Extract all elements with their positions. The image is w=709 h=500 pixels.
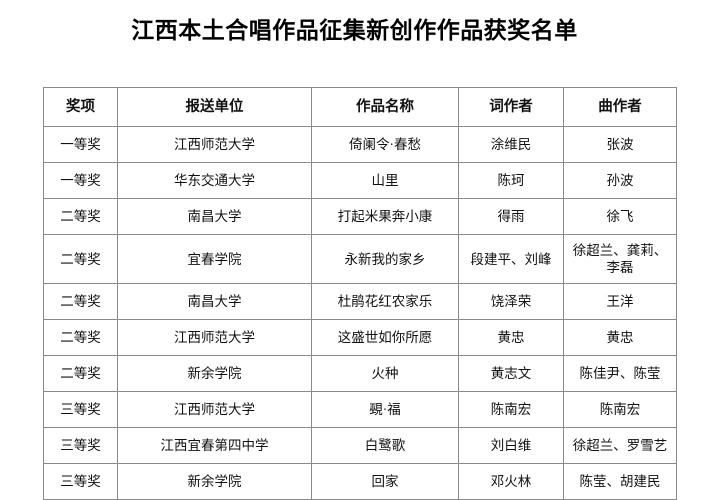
column-header-award: 奖项 — [43, 87, 118, 127]
table-row: 二等奖 江西师范大学 这盛世如你所愿 黄忠 黄忠 — [43, 319, 677, 356]
cell-lyrics: 黄忠 — [458, 319, 564, 356]
cell-work: 倚阑令·春愁 — [311, 126, 459, 163]
cell-unit: 江西师范大学 — [117, 126, 312, 163]
table-body: 一等奖 江西师范大学 倚阑令·春愁 涂维民 张波 一等奖 华东交通大学 山里 陈… — [43, 126, 677, 500]
table-row: 三等奖 新余学院 回家 邓火林 陈莹、胡建民 — [43, 463, 677, 500]
cell-award: 三等奖 — [43, 427, 118, 464]
cell-work: 这盛世如你所愿 — [311, 319, 459, 356]
cell-music: 张波 — [563, 126, 677, 163]
cell-music: 陈佳尹、陈莹 — [563, 355, 677, 392]
table-row: 三等奖 江西宜春第四中学 白鹭歌 刘白维 徐超兰、罗雪艺 — [43, 427, 677, 464]
cell-award: 二等奖 — [43, 319, 118, 356]
cell-work: 覡·福 — [311, 391, 459, 428]
cell-music: 孙波 — [563, 162, 677, 199]
document-page: 江西本土合唱作品征集新创作作品获奖名单 奖项 报送单位 作品名称 词作者 曲作者 — [43, 18, 677, 500]
cell-work: 永新我的家乡 — [311, 234, 459, 284]
cell-work: 回家 — [311, 463, 459, 500]
cell-award: 二等奖 — [43, 198, 118, 235]
table-row: 一等奖 江西师范大学 倚阑令·春愁 涂维民 张波 — [43, 126, 677, 163]
cell-unit: 南昌大学 — [117, 198, 312, 235]
table-row: 二等奖 南昌大学 打起米果奔小康 得雨 徐飞 — [43, 198, 677, 235]
cell-lyrics: 得雨 — [458, 198, 564, 235]
cell-unit: 南昌大学 — [117, 283, 312, 320]
cell-unit: 宜春学院 — [117, 234, 312, 284]
cell-work: 打起米果奔小康 — [311, 198, 459, 235]
cell-work: 山里 — [311, 162, 459, 199]
cell-lyrics: 饶泽荣 — [458, 283, 564, 320]
cell-unit: 华东交通大学 — [117, 162, 312, 199]
cell-award: 一等奖 — [43, 126, 118, 163]
cell-award: 三等奖 — [43, 463, 118, 500]
cell-work: 火种 — [311, 355, 459, 392]
cell-unit: 江西师范大学 — [117, 391, 312, 428]
cell-unit: 江西师范大学 — [117, 319, 312, 356]
cell-unit: 新余学院 — [117, 463, 312, 500]
table-row: 二等奖 宜春学院 永新我的家乡 段建平、刘峰 徐超兰、龚莉、李磊 — [43, 234, 677, 284]
cell-lyrics: 陈南宏 — [458, 391, 564, 428]
column-header-music: 曲作者 — [563, 87, 677, 127]
column-header-lyrics: 词作者 — [458, 87, 564, 127]
column-header-work: 作品名称 — [311, 87, 459, 127]
table-row: 二等奖 新余学院 火种 黄志文 陈佳尹、陈莹 — [43, 355, 677, 392]
cell-music: 徐超兰、罗雪艺 — [563, 427, 677, 464]
cell-music: 陈南宏 — [563, 391, 677, 428]
cell-lyrics: 黄志文 — [458, 355, 564, 392]
cell-award: 二等奖 — [43, 234, 118, 284]
cell-unit: 江西宜春第四中学 — [117, 427, 312, 464]
page-title: 江西本土合唱作品征集新创作作品获奖名单 — [131, 18, 578, 43]
cell-unit: 新余学院 — [117, 355, 312, 392]
cell-music: 陈莹、胡建民 — [563, 463, 677, 500]
table-row: 三等奖 江西师范大学 覡·福 陈南宏 陈南宏 — [43, 391, 677, 428]
award-table: 奖项 报送单位 作品名称 词作者 曲作者 一等奖 江西师范大学 倚阑令·春愁 涂… — [43, 87, 677, 500]
cell-music: 黄忠 — [563, 319, 677, 356]
cell-work: 白鹭歌 — [311, 427, 459, 464]
table-header: 奖项 报送单位 作品名称 词作者 曲作者 — [43, 87, 677, 127]
cell-lyrics: 陈珂 — [458, 162, 564, 199]
table-row: 二等奖 南昌大学 杜鹃花红农家乐 饶泽荣 王洋 — [43, 283, 677, 320]
cell-award: 一等奖 — [43, 162, 118, 199]
cell-lyrics: 邓火林 — [458, 463, 564, 500]
award-table-container: 奖项 报送单位 作品名称 词作者 曲作者 一等奖 江西师范大学 倚阑令·春愁 涂… — [43, 87, 677, 500]
cell-lyrics: 段建平、刘峰 — [458, 234, 564, 284]
cell-award: 二等奖 — [43, 355, 118, 392]
cell-lyrics: 刘白维 — [458, 427, 564, 464]
column-header-unit: 报送单位 — [117, 87, 312, 127]
cell-lyrics: 涂维民 — [458, 126, 564, 163]
cell-award: 二等奖 — [43, 283, 118, 320]
cell-award: 三等奖 — [43, 391, 118, 428]
cell-work: 杜鹃花红农家乐 — [311, 283, 459, 320]
table-header-row: 奖项 报送单位 作品名称 词作者 曲作者 — [43, 87, 677, 127]
cell-music: 徐飞 — [563, 198, 677, 235]
cell-music: 王洋 — [563, 283, 677, 320]
table-row: 一等奖 华东交通大学 山里 陈珂 孙波 — [43, 162, 677, 199]
cell-music: 徐超兰、龚莉、李磊 — [563, 234, 677, 284]
